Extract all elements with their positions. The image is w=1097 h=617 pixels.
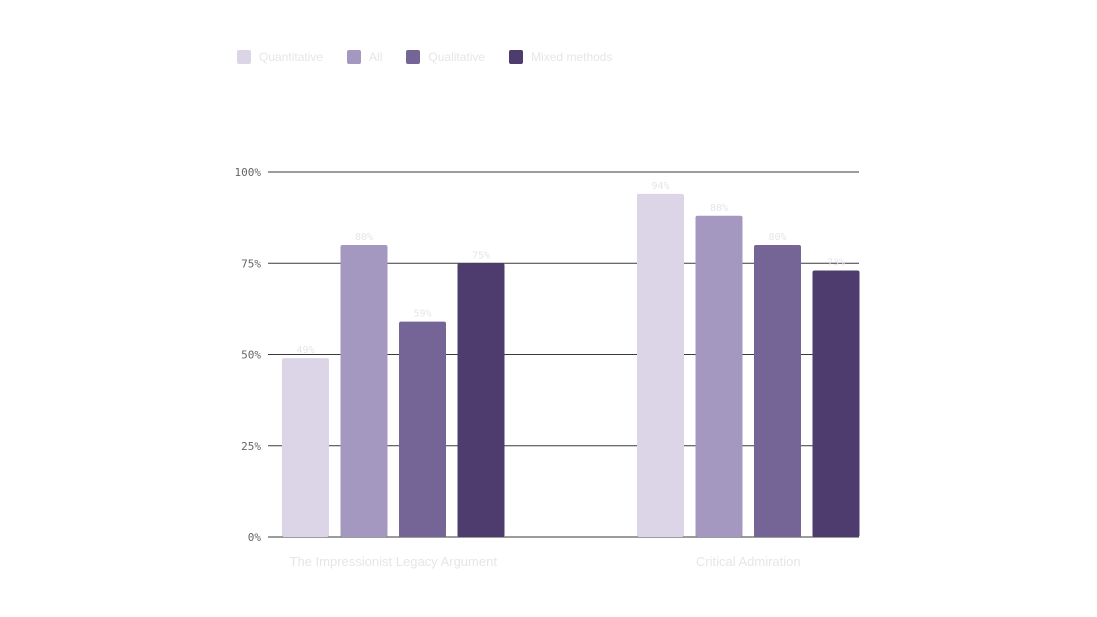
- x-category-label: Critical Admiration: [696, 554, 801, 569]
- bar: [282, 358, 329, 537]
- legend-label: Quantitative: [259, 50, 324, 64]
- bar: [637, 193, 684, 537]
- bar: [457, 263, 505, 537]
- legend-label: Qualitative: [428, 50, 486, 64]
- bar-value-label: 80%: [768, 232, 786, 243]
- legend-swatch: [406, 50, 421, 64]
- legend-label: Mixed methods: [531, 50, 613, 64]
- bar-value-label: 94%: [651, 181, 669, 192]
- legend-swatch: [237, 50, 251, 64]
- legend-item: Mixed methods: [509, 50, 612, 64]
- bar-value-label: 59%: [413, 309, 431, 320]
- legend: Quantitative All Qualitative Mixed methods: [237, 50, 612, 64]
- legend-item: Qualitative: [406, 50, 485, 64]
- bar-value-label: 75%: [472, 250, 490, 261]
- bar: [399, 321, 446, 537]
- y-tick-label: 0%: [248, 531, 262, 544]
- legend-label: All: [369, 50, 383, 64]
- y-tick-label: 50%: [241, 349, 261, 362]
- bar: [695, 215, 743, 538]
- bar: [754, 245, 801, 537]
- bar-value-label: 80%: [355, 232, 373, 243]
- y-tick-label: 100%: [235, 166, 262, 179]
- x-category-label: The Impressionist Legacy Argument: [290, 554, 498, 569]
- bar: [340, 245, 388, 537]
- bar-value-label: 88%: [710, 203, 728, 214]
- legend-swatch: [347, 50, 362, 64]
- legend-item: All: [347, 50, 382, 64]
- y-tick-label: 75%: [241, 257, 261, 270]
- y-tick-label: 25%: [241, 440, 261, 453]
- legend-swatch: [509, 50, 524, 64]
- bar-value-label: 73%: [827, 258, 845, 269]
- bar-value-label: 49%: [296, 345, 314, 356]
- legend-item: Quantitative: [237, 50, 323, 64]
- bar: [812, 270, 860, 537]
